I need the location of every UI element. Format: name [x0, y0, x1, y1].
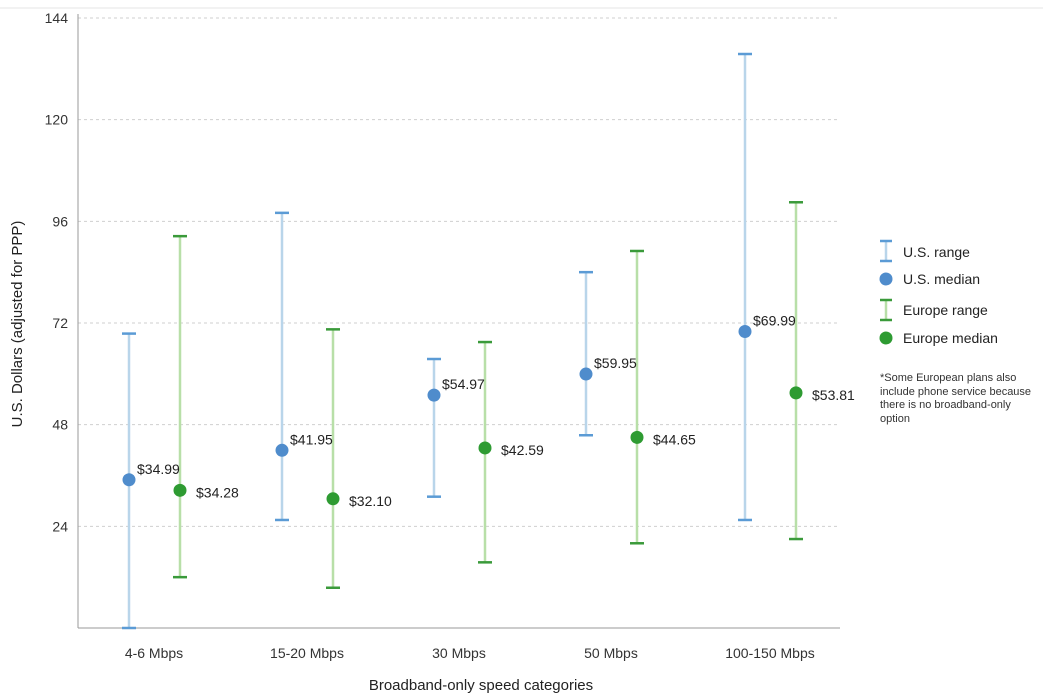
legend-eu-range-label: Europe range	[903, 302, 988, 318]
us-median-label-4: $69.99	[753, 313, 796, 329]
eu-median-point-0	[173, 483, 187, 497]
eu-median-label-3: $44.65	[653, 431, 696, 447]
footnote: *Some European plans also include phone …	[880, 372, 1032, 425]
eu-median-label-0: $34.28	[196, 484, 239, 500]
x-tick-label-0: 4-6 Mbps	[125, 645, 183, 661]
gridlines	[78, 17, 840, 527]
legend-us-median-label: U.S. median	[903, 271, 980, 287]
us-median-label-3: $59.95	[594, 355, 637, 371]
y-tick-label-72: 72	[52, 315, 68, 331]
us-median-label-2: $54.97	[442, 376, 485, 392]
eu-median-label-1: $32.10	[349, 493, 392, 509]
us-median-label-1: $41.95	[290, 431, 333, 447]
eu-median-label-4: $53.81	[812, 387, 855, 403]
legend-us-median-symbol	[879, 272, 893, 286]
legend-eu-median-label: Europe median	[903, 330, 998, 346]
x-tick-labels: 4-6 Mbps 15-20 Mbps 30 Mbps 50 Mbps 100-150 …	[125, 645, 815, 661]
y-tick-label-48: 48	[52, 417, 68, 433]
x-tick-label-3: 50 Mbps	[584, 645, 638, 661]
x-tick-label-4: 100-150 Mbps	[725, 645, 815, 661]
y-tick-label-144: 144	[45, 10, 69, 26]
y-tick-label-24: 24	[52, 518, 68, 534]
y-tick-labels: 24 48 72 96 120 144	[45, 10, 69, 534]
y-tick-label-96: 96	[52, 213, 68, 229]
us-median-label-0: $34.99	[137, 461, 180, 477]
eu-median-point-4	[789, 386, 803, 400]
legend-us-range-label: U.S. range	[903, 244, 970, 260]
us-median-point-2	[427, 388, 441, 402]
legend-eu-median-symbol	[879, 331, 893, 345]
axes	[0, 7, 1043, 629]
eu-median-label-2: $42.59	[501, 442, 544, 458]
us-median-point-3	[579, 367, 593, 381]
us-median-point-1	[275, 443, 289, 457]
x-axis-title: Broadband-only speed categories	[369, 677, 593, 694]
data-labels: $34.99 $41.95 $54.97 $59.95 $69.99 $34.28 $32.…	[137, 313, 855, 509]
us-median-point-4	[738, 325, 752, 339]
us-median-point-0	[122, 473, 136, 487]
eu-median-point-3	[630, 430, 644, 444]
eu-median-point-2	[478, 441, 492, 455]
y-tick-label-120: 120	[45, 112, 69, 128]
data-marks	[122, 52, 803, 630]
legend: U.S. range U.S. median Europe range Euro…	[879, 239, 998, 346]
x-tick-label-2: 30 Mbps	[432, 645, 486, 661]
y-axis-title: U.S. Dollars (adjusted for PPP)	[9, 221, 26, 428]
eu-median-point-1	[326, 492, 340, 506]
x-tick-label-1: 15-20 Mbps	[270, 645, 344, 661]
